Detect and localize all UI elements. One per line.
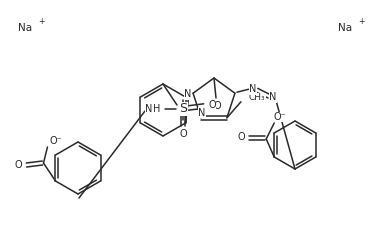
Text: O: O — [179, 129, 187, 139]
Text: +: + — [358, 18, 364, 26]
Text: N: N — [145, 104, 153, 114]
Text: O: O — [15, 160, 22, 170]
Text: N: N — [269, 92, 277, 102]
Text: N: N — [249, 84, 257, 94]
Text: Na: Na — [338, 23, 352, 33]
Text: CH₃: CH₃ — [249, 93, 265, 102]
Text: O⁻: O⁻ — [49, 136, 62, 146]
Text: N: N — [185, 89, 192, 99]
Text: +: + — [38, 18, 44, 26]
Text: Na: Na — [18, 23, 32, 33]
Text: N: N — [198, 108, 206, 118]
Text: O: O — [213, 101, 221, 111]
Text: O⁻: O⁻ — [274, 112, 286, 122]
Text: S: S — [179, 102, 187, 116]
Text: O: O — [237, 132, 245, 142]
Text: H: H — [153, 104, 161, 114]
Text: O: O — [208, 100, 216, 110]
